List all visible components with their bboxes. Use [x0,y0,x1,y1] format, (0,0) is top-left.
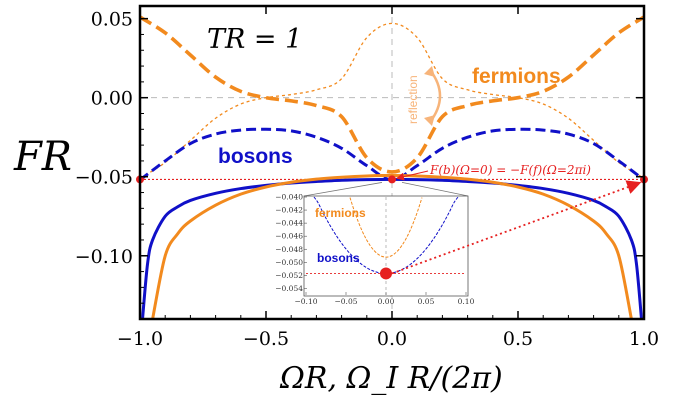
inset-x-tick-label-0: −0.10 [295,297,318,306]
inset-to-edge-arrow [391,180,642,275]
reflection-label: reflection [406,75,420,124]
series-line-fermions [140,15,644,174]
x-tick-label-1: −0.5 [243,328,289,350]
fermions-label: fermions [472,65,561,88]
inset-connector-right [401,182,469,197]
inset-bosons-label: bosons [317,251,360,265]
inset-y-tick-label-3: −0.046 [275,232,303,241]
reflection-arrowhead-top [424,66,435,77]
x-axis-label: ΩR, Ω_I R/(2π) [279,361,503,396]
y-tick-label-3: −0.10 [75,246,133,268]
reflection-arrowhead-bottom [424,115,435,126]
inset-body: −0.10 −0.05 0.00 0.05 0.10 −0.040 −0.042 −0.044… [275,193,474,307]
inset-x-tick-label-1: −0.05 [335,297,358,306]
inset-x-tick-label-4: 0.10 [458,297,475,306]
inset-connector-left [303,182,383,197]
inset-marker [380,267,392,280]
inset-y-tick-label-2: −0.044 [275,219,303,228]
inset-series-line-fermions [349,197,423,258]
inset-y-tick-label-1: −0.042 [275,206,303,215]
x-tick-label-0: −1.0 [117,328,163,350]
inset-connectors [303,182,469,197]
bosons-label: bosons [218,145,293,168]
reflection-arrow [429,69,442,123]
inset-chart: −0.10 −0.05 0.00 0.05 0.10 −0.040 −0.042 −0.044… [275,182,475,307]
inset-x-tick-label-3: 0.05 [418,297,435,306]
data-point-1 [388,175,396,184]
inset-y-tick-label-7: −0.054 [275,284,303,293]
x-tick-label-2: 0.0 [377,328,407,350]
inset-y-tick-label-0: −0.040 [275,193,303,202]
inset-x-tick-label-2: 0.00 [378,297,395,306]
series-line-fermions-reflection- [140,22,644,179]
axis-tick-labels: −1.0 −0.5 0.0 0.5 1.0 0.05 0.00 −0.05 −0.10 [75,9,659,350]
x-tick-label-4: 1.0 [629,328,659,350]
equation-label: F(b)(Ω=0) = −F(f)(Ω=2πi) [429,163,591,177]
y-tick-label-0: 0.05 [91,9,133,31]
inset-fermions-label: fermions [315,206,366,220]
inset-y-tick-label-4: −0.048 [275,245,303,254]
axis-ticks [139,6,645,319]
y-tick-label-1: 0.00 [91,88,133,110]
inset-y-tick-label-6: −0.052 [275,271,303,280]
x-tick-label-3: 0.5 [503,328,533,350]
y-tick-label-2: −0.05 [75,167,133,189]
temperature-annotation: TR = 1 [207,24,302,55]
equation-arrow [396,170,429,181]
inset-y-tick-label-5: −0.050 [275,258,303,267]
y-axis-label: FR [13,134,72,180]
